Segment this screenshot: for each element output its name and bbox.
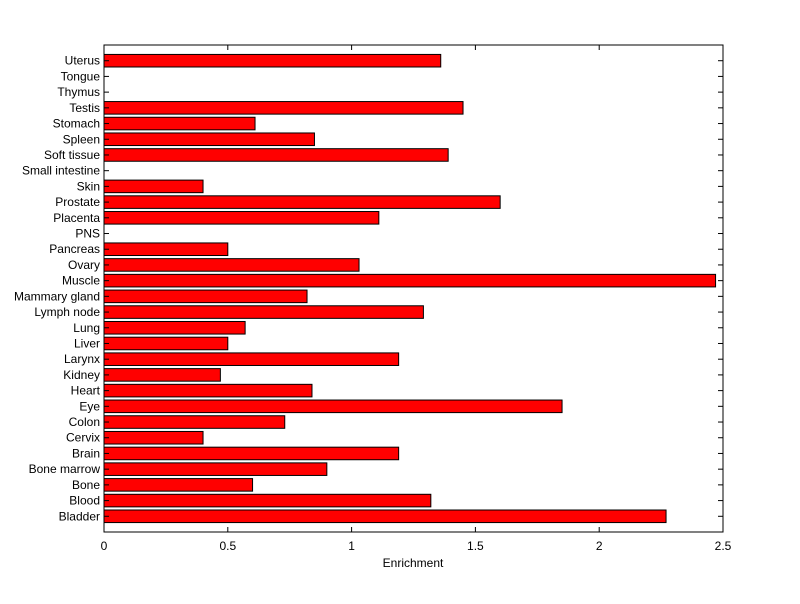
- bar: [103, 289, 308, 304]
- y-tick-label: Bone marrow: [29, 462, 101, 476]
- bar: [103, 446, 400, 461]
- bar: [103, 415, 286, 429]
- y-tick-label: Soft tissue: [44, 148, 100, 162]
- x-tick-label: 1.5: [467, 539, 484, 553]
- bar: [103, 273, 717, 288]
- bar: [103, 242, 229, 257]
- y-tick-label: Spleen: [63, 132, 100, 146]
- bar: [103, 462, 328, 476]
- y-tick-label: Small intestine: [22, 164, 100, 178]
- bar: [103, 352, 400, 366]
- y-tick-label: Blood: [69, 494, 100, 508]
- bar: [103, 116, 256, 131]
- y-tick-label: Testis: [69, 101, 100, 115]
- y-tick-label: Prostate: [55, 195, 100, 209]
- y-tick-label: Heart: [71, 384, 101, 398]
- y-tick-label: Liver: [74, 336, 100, 350]
- y-tick-label: Uterus: [65, 54, 100, 68]
- y-tick-label: Tongue: [61, 69, 101, 83]
- bar: [103, 493, 432, 508]
- y-tick-label: Brain: [72, 446, 100, 460]
- bar: [103, 258, 360, 272]
- bar: [103, 195, 501, 209]
- y-tick-label: Larynx: [64, 352, 100, 366]
- y-tick-label: Muscle: [62, 274, 100, 288]
- bar: [103, 336, 229, 351]
- y-tick-label: Ovary: [68, 258, 100, 272]
- y-tick-label: PNS: [75, 227, 100, 241]
- bars-layer: [103, 53, 717, 524]
- bar: [103, 383, 313, 398]
- y-tick-label: Bladder: [59, 509, 100, 523]
- bar: [103, 179, 204, 194]
- y-tick-label: Cervix: [66, 431, 100, 445]
- y-tick-label: Stomach: [53, 117, 100, 131]
- y-tick-label: Lymph node: [34, 305, 100, 319]
- y-tick-label: Eye: [79, 399, 100, 413]
- y-tick-label: Kidney: [63, 368, 100, 382]
- x-tick-label: 0: [101, 539, 108, 553]
- bar: [103, 132, 315, 147]
- x-axis: 0 0.5 1 1.5 2 2.5: [101, 45, 732, 553]
- x-tick-label: 2.5: [715, 539, 732, 553]
- y-tick-label: Placenta: [53, 211, 100, 225]
- bar: [103, 305, 424, 319]
- y-tick-label: Pancreas: [49, 242, 100, 256]
- bar: [103, 148, 449, 162]
- bar: [103, 53, 442, 68]
- bar: [103, 399, 563, 414]
- bar: [103, 509, 667, 524]
- bar: [103, 478, 254, 492]
- bar: [103, 320, 246, 335]
- x-axis-label: Enrichment: [383, 556, 444, 570]
- y-tick-label: Mammary gland: [14, 289, 100, 303]
- y-tick-label: Bone: [72, 478, 100, 492]
- y-tick-label: Thymus: [57, 85, 100, 99]
- x-tick-label: 0.5: [219, 539, 236, 553]
- x-tick-label: 1: [348, 539, 355, 553]
- x-tick-label: 2: [596, 539, 603, 553]
- bar: [103, 101, 464, 115]
- y-tick-label: Skin: [77, 179, 100, 193]
- bar: [103, 430, 204, 445]
- y-tick-label: Colon: [69, 415, 100, 429]
- y-tick-label: Lung: [73, 321, 100, 335]
- bar: [103, 211, 380, 225]
- bar: [103, 368, 221, 382]
